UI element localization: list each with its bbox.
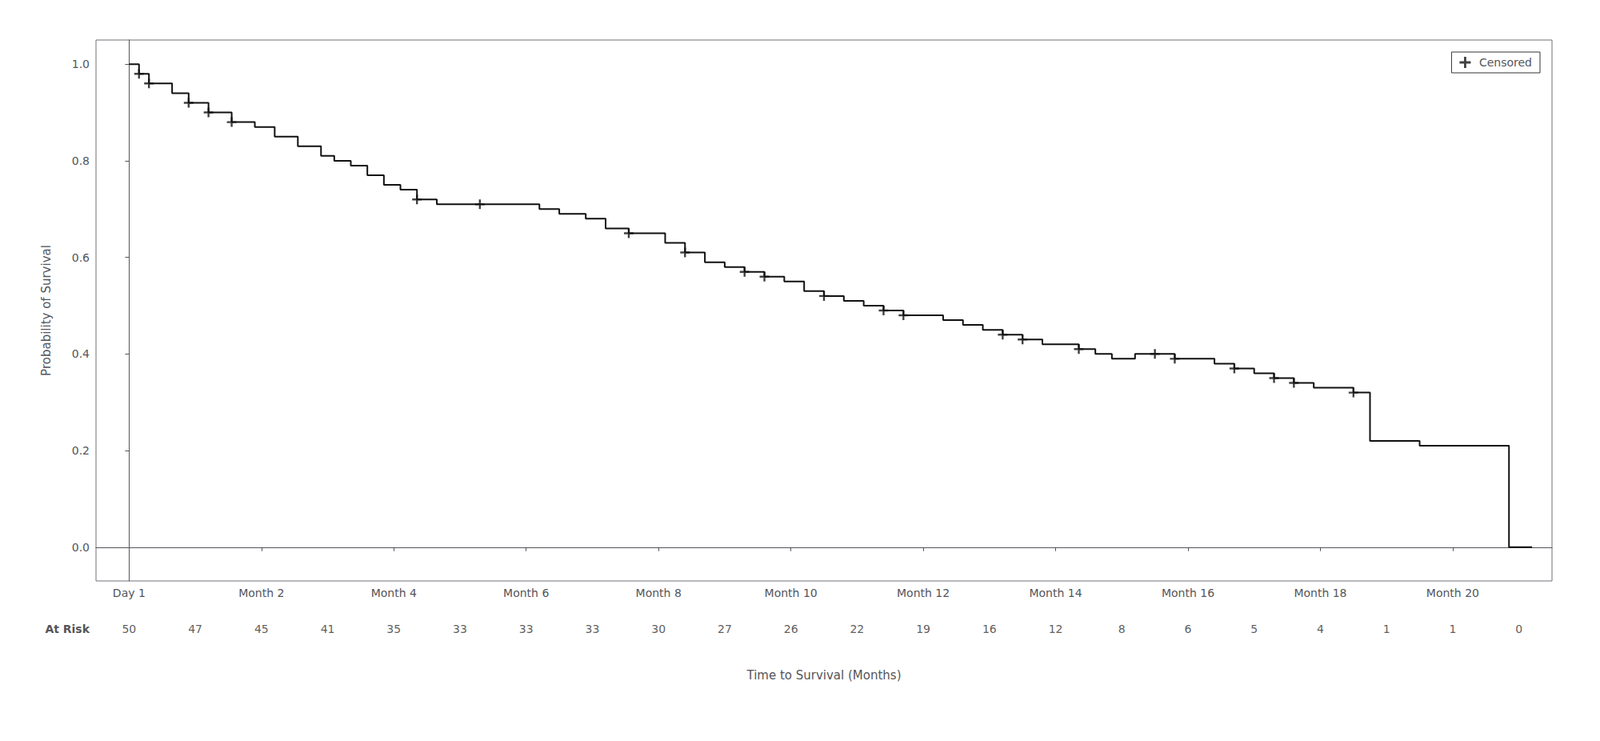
svg-text:Time to Survival (Months): Time to Survival (Months) [745,668,901,683]
svg-text:Month 2: Month 2 [238,586,284,600]
svg-text:Month 14: Month 14 [1028,586,1082,600]
svg-text:35: 35 [386,622,401,636]
svg-text:22: 22 [849,622,864,636]
svg-text:8: 8 [1118,622,1126,636]
svg-text:Month 20: Month 20 [1426,586,1480,600]
svg-text:Day 1: Day 1 [112,586,146,600]
svg-text:33: 33 [519,622,534,636]
svg-text:41: 41 [320,622,336,636]
svg-text:50: 50 [121,622,136,636]
svg-text:30: 30 [651,622,666,636]
svg-text:0.0: 0.0 [72,540,90,554]
svg-text:1.0: 1.0 [72,57,90,71]
svg-text:0.2: 0.2 [72,444,90,457]
svg-text:Month 16: Month 16 [1161,586,1215,600]
svg-text:Month 4: Month 4 [371,586,417,600]
svg-text:6: 6 [1184,622,1192,636]
svg-text:Month 12: Month 12 [896,586,950,600]
svg-text:1: 1 [1383,622,1391,636]
svg-text:5: 5 [1250,622,1258,636]
svg-text:33: 33 [585,622,600,636]
svg-text:0: 0 [1515,622,1523,636]
svg-text:At Risk: At Risk [44,622,90,636]
svg-text:Month 8: Month 8 [636,586,682,600]
svg-text:33: 33 [452,622,468,636]
svg-text:1: 1 [1448,622,1456,636]
svg-text:Month 10: Month 10 [764,586,818,600]
svg-text:Probability of Survival: Probability of Survival [39,244,54,376]
svg-text:Month 6: Month 6 [503,586,549,600]
svg-text:47: 47 [188,622,203,636]
svg-text:Censored: Censored [1479,56,1532,69]
svg-text:19: 19 [916,622,931,636]
svg-text:45: 45 [254,622,269,636]
svg-text:26: 26 [784,622,799,636]
svg-text:Month 18: Month 18 [1293,586,1347,600]
svg-text:4: 4 [1316,622,1324,636]
svg-text:0.4: 0.4 [72,347,90,360]
svg-text:12: 12 [1048,622,1064,636]
svg-text:16: 16 [982,622,997,636]
svg-text:0.8: 0.8 [72,154,90,168]
svg-text:27: 27 [717,622,732,636]
svg-text:0.6: 0.6 [72,251,90,264]
